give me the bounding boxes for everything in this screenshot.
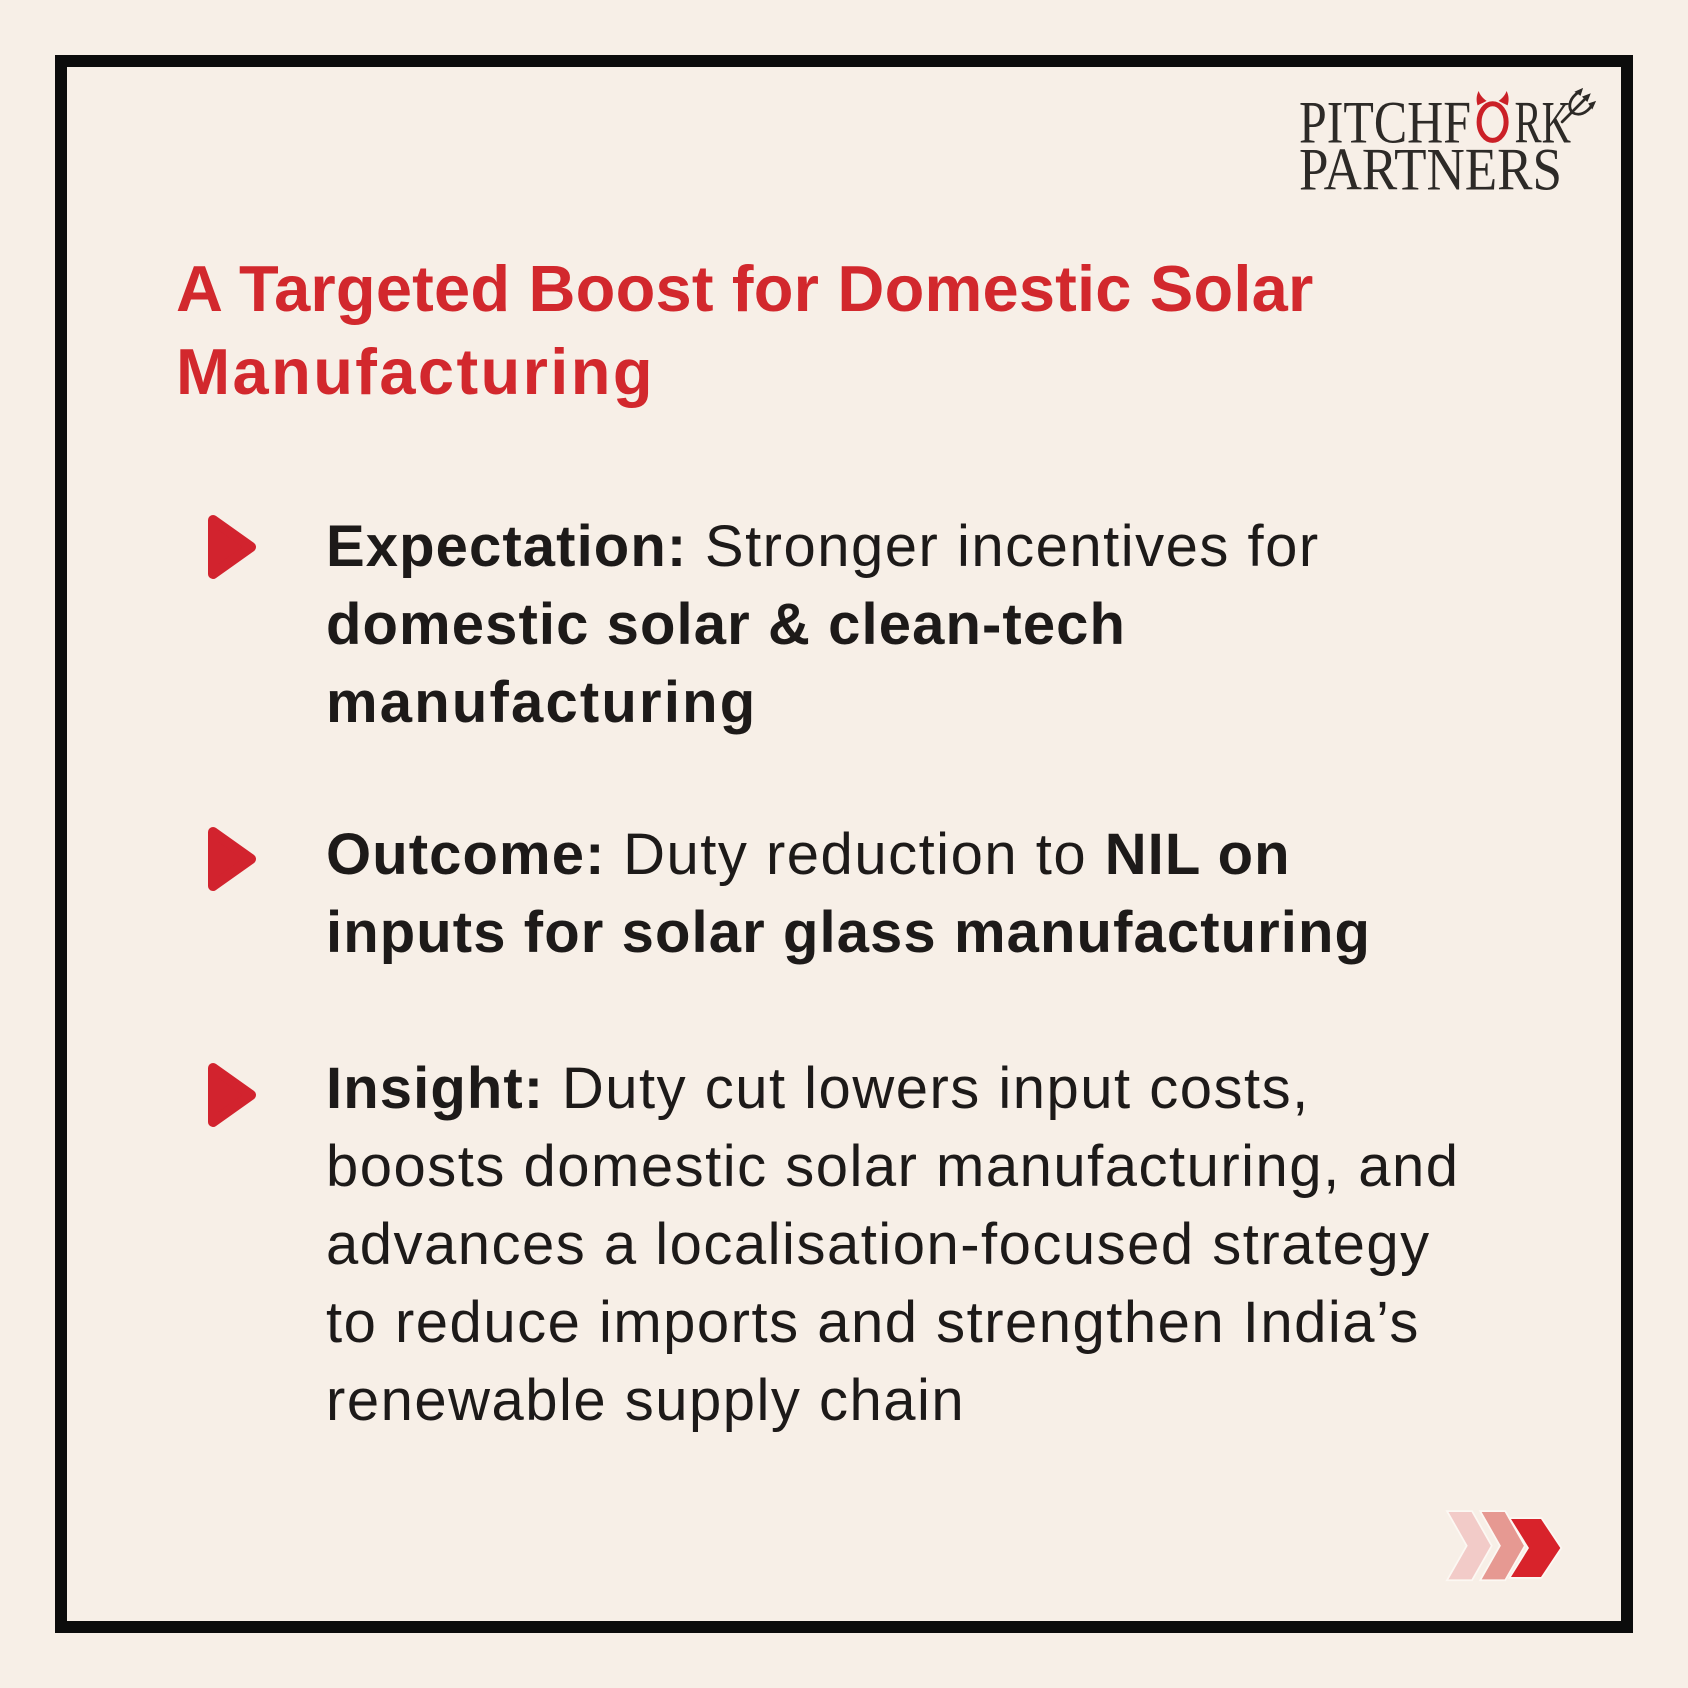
- svg-text:PITCHF: PITCHF: [1299, 89, 1471, 155]
- svg-text:PARTNERS: PARTNERS: [1299, 137, 1562, 200]
